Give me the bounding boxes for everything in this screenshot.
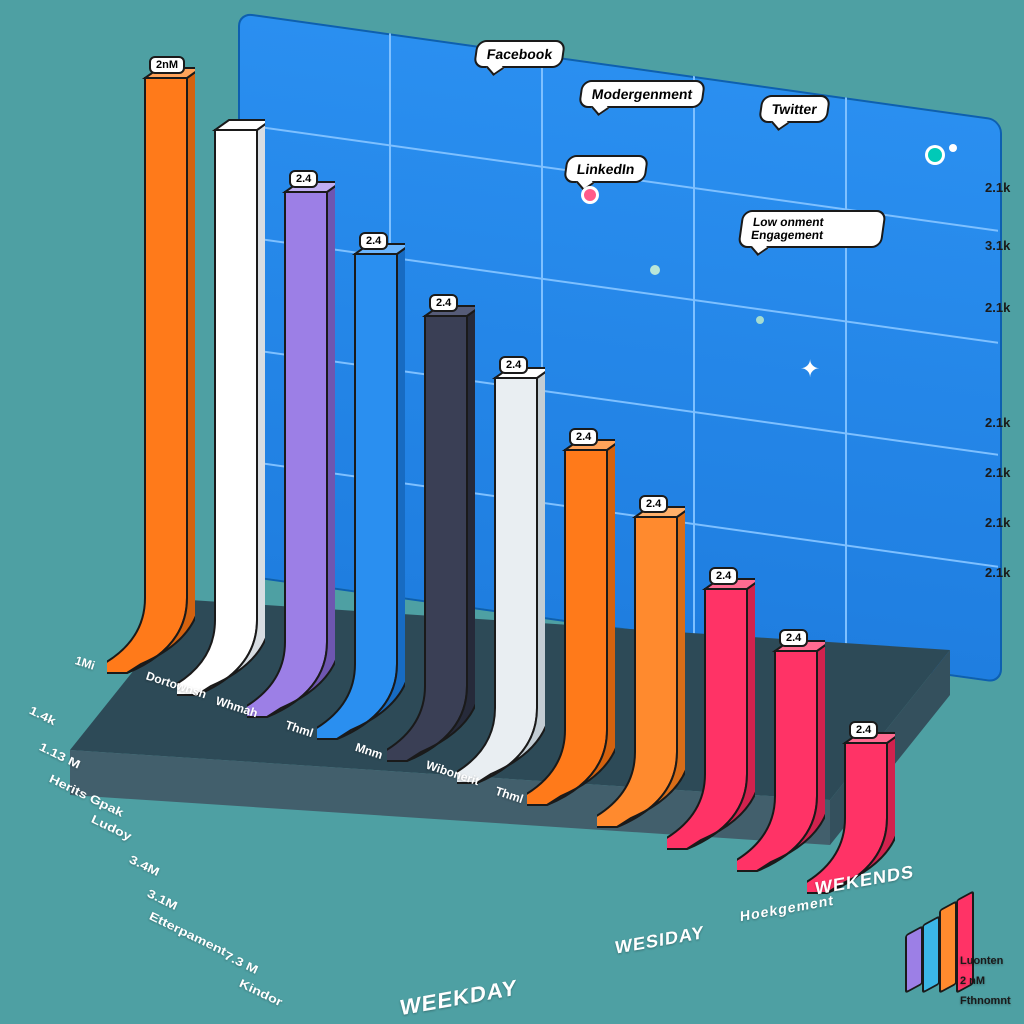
legend-bubble-0: Facebook: [473, 40, 566, 68]
legend-bar-1: [922, 915, 940, 994]
legend-bar-0: [905, 925, 923, 994]
left-axis-label-6: Etterpament: [147, 909, 228, 958]
bottom-axis-label-0: WEEKDAY: [400, 975, 517, 1022]
ytick-6: 2.1k: [985, 565, 1010, 580]
bar-value-6: 2.4: [569, 428, 598, 446]
legend-bar-2: [939, 900, 957, 994]
left-axis-label-8: Kindor: [237, 976, 284, 1009]
decor-dot-0: [584, 189, 596, 201]
ytick-2: 2.1k: [985, 300, 1010, 315]
bar-value-5: 2.4: [499, 356, 528, 374]
decor-dot-3: [928, 148, 942, 162]
decor-dot-2: [756, 316, 764, 324]
legend-bar-label-2: Fthnomnt: [960, 995, 1011, 1007]
left-axis-label-0: 1.4k: [27, 703, 58, 728]
ytick-5: 2.1k: [985, 515, 1010, 530]
ytick-3: 2.1k: [985, 415, 1010, 430]
bar-value-9: 2.4: [779, 629, 808, 647]
chart-stage: 2nM1MiDortownsh2.4Whmah2.4Thml2.4Mnm2.4W…: [0, 0, 1024, 1024]
bar-value-4: 2.4: [429, 294, 458, 312]
legend-bubble-1: Modergenment: [578, 80, 706, 108]
left-axis-label-5: 3.1M: [145, 886, 179, 912]
decor-dot-1: [650, 265, 660, 275]
bar-value-8: 2.4: [709, 567, 738, 585]
legend-bubble-3: Twitter: [758, 95, 831, 123]
legend-bubble-4: Low onment Engagement: [737, 210, 886, 248]
left-axis-label-7: 7.3 M: [222, 948, 260, 976]
bottom-axis-label-1: WESIDAY: [615, 922, 704, 959]
ytick-0: 2.1k: [985, 180, 1010, 195]
bar-value-2: 2.4: [289, 170, 318, 188]
legend-bar-label-0: Luonten: [960, 955, 1003, 967]
legend-bubble-2: LinkedIn: [563, 155, 648, 183]
ytick-4: 2.1k: [985, 465, 1010, 480]
bar-value-7: 2.4: [639, 495, 668, 513]
decor-dot-4: [949, 144, 957, 152]
bar-value-10: 2.4: [849, 721, 878, 739]
bar-value-3: 2.4: [359, 232, 388, 250]
legend-bar-label-1: 2 nM: [960, 975, 985, 987]
ytick-1: 3.1k: [985, 238, 1010, 253]
sparkle-icon: ✦: [800, 355, 820, 384]
bar-value-0: 2nM: [149, 56, 185, 74]
